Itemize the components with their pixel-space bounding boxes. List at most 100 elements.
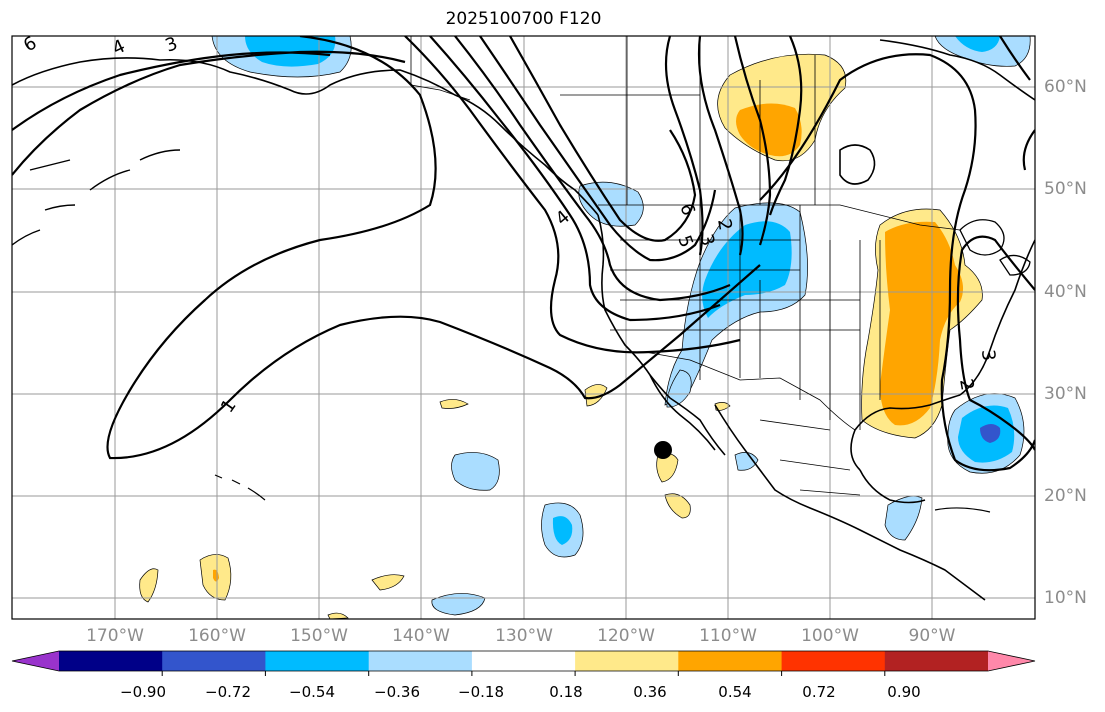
yellow-blob-9	[327, 612, 349, 619]
lat-label-40n: 40°N	[1044, 282, 1087, 302]
alaska-border	[410, 36, 471, 101]
colorbar-tick-label: −0.36	[374, 683, 420, 701]
florida-east	[959, 239, 1035, 396]
lon-label-110w: 110°W	[699, 626, 757, 646]
deep-blue-region-top-right	[955, 36, 1000, 52]
contour-label: 1	[217, 395, 241, 416]
colorbar-tick-label: −0.90	[120, 683, 166, 701]
lat-label-30n: 30°N	[1044, 384, 1087, 404]
graticule	[12, 36, 1035, 619]
lon-label-100w: 100°W	[801, 626, 859, 646]
lon-label-90w: 90°W	[908, 626, 956, 646]
hudson-bay	[839, 144, 876, 185]
colorbar-tick-label: −0.54	[289, 683, 335, 701]
colorbar-cell	[884, 651, 989, 671]
lat-label-60n: 60°N	[1044, 77, 1087, 97]
contour-label: 3	[695, 232, 718, 248]
colorbar-tick-label: 0.90	[887, 683, 921, 701]
blue-blob-mexico	[734, 452, 759, 471]
colorbar-tick-label: 0.18	[549, 683, 583, 701]
blue-blob-pacific-1	[451, 452, 500, 491]
lat-label-10n: 10°N	[1044, 588, 1087, 608]
colorbar-cell	[471, 651, 576, 671]
colorbar-left-arrow	[12, 651, 59, 671]
lat-label-20n: 20°N	[1044, 486, 1087, 506]
canada-arctic	[879, 39, 1035, 101]
mexico-west-coast	[714, 404, 986, 601]
contour-labels: 6 4 3 1 4 5 3 2 6 2 3	[20, 33, 999, 417]
map-frame	[11, 35, 1036, 620]
baja-california	[649, 374, 726, 456]
lon-label-130w: 130°W	[495, 626, 553, 646]
blue-blob-pacific-3	[431, 593, 486, 616]
canadian-provinces	[560, 36, 816, 205]
orange-region-central-us	[880, 221, 964, 426]
us-states	[610, 205, 881, 430]
contour-label: 3	[977, 349, 999, 362]
aleutian-chain	[12, 149, 181, 246]
contour-trough-2	[404, 36, 741, 354]
contour-lines	[12, 36, 1035, 472]
colorbar-cell	[265, 651, 370, 671]
contour-east-loop	[956, 235, 1035, 451]
yellow-blob-7	[139, 568, 159, 603]
contour-label: 4	[552, 206, 574, 229]
lon-label-120w: 120°W	[597, 626, 655, 646]
contour-trough-3	[429, 36, 721, 322]
contour-closed-1	[106, 36, 761, 460]
political-borders	[410, 36, 961, 496]
lon-label-140w: 140°W	[392, 626, 450, 646]
colorbar-tick-label: 0.72	[802, 683, 836, 701]
colorbar-tick-label: 0.36	[633, 683, 667, 701]
cuba	[934, 507, 991, 513]
lat-label-50n: 50°N	[1044, 179, 1087, 199]
colorbar	[11, 650, 1036, 676]
deep-blue-region-gulf-alaska	[245, 36, 336, 67]
west-coast-us	[597, 214, 671, 399]
colorbar-cell	[368, 651, 473, 671]
blue-blob-central-america	[884, 495, 923, 541]
contour-label: 4	[109, 36, 128, 60]
deep-blue-blob-pacific-2	[552, 516, 573, 545]
coastlines	[12, 39, 1035, 601]
colorbar-tick-label: 0.54	[718, 683, 752, 701]
colorbar-cell	[575, 651, 679, 671]
colorbar-outline	[11, 650, 1036, 672]
contour-label: 5	[673, 233, 697, 251]
orange-region-canada	[736, 103, 802, 157]
yellow-blob-1	[584, 384, 608, 407]
yellow-blob-4	[664, 493, 691, 519]
colorbar-cell	[59, 651, 163, 671]
contour-label: 3	[163, 33, 181, 57]
contour-trough-6	[509, 36, 697, 242]
contour-ridge-4	[768, 36, 803, 216]
contour-east-edge	[999, 36, 1035, 171]
alaska-coast	[12, 57, 599, 216]
contour-ridge-2	[697, 36, 744, 256]
colorbar-cell	[162, 651, 266, 671]
hawaii	[214, 474, 266, 501]
contour-label: 2	[955, 377, 978, 392]
colorbar-cell	[781, 651, 886, 671]
great-lakes	[959, 219, 1031, 276]
colorbar-cell	[678, 651, 783, 671]
yellow-blob-2	[439, 399, 469, 409]
contour-ridge-1	[664, 36, 704, 256]
lon-label-160w: 160°W	[188, 626, 246, 646]
contour-label: 2	[713, 217, 736, 232]
location-marker-dot	[654, 441, 672, 459]
lon-label-170w: 170°W	[86, 626, 144, 646]
mexican-states	[759, 419, 861, 496]
map-title: 2025100700 F120	[445, 9, 602, 29]
anomaly-shading	[139, 36, 1031, 619]
us-canada-border	[598, 204, 961, 231]
colorbar-right-arrow	[988, 651, 1035, 671]
colorbar-tick-label: −0.72	[205, 683, 251, 701]
gulf-coast	[850, 394, 961, 504]
contour-ridge-3	[733, 36, 772, 246]
colorbar-tick-label: −0.18	[458, 683, 504, 701]
contour-canada-loop	[759, 53, 1035, 472]
lon-label-150w: 150°W	[290, 626, 348, 646]
contour-outer-pacific	[12, 50, 406, 176]
